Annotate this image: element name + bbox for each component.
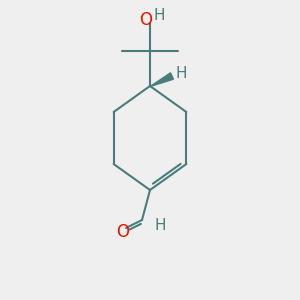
Polygon shape: [150, 73, 173, 86]
Text: H: H: [175, 67, 187, 82]
Text: H: H: [153, 8, 165, 23]
Text: H: H: [154, 218, 166, 232]
Text: O: O: [140, 11, 152, 29]
Text: O: O: [116, 223, 130, 241]
